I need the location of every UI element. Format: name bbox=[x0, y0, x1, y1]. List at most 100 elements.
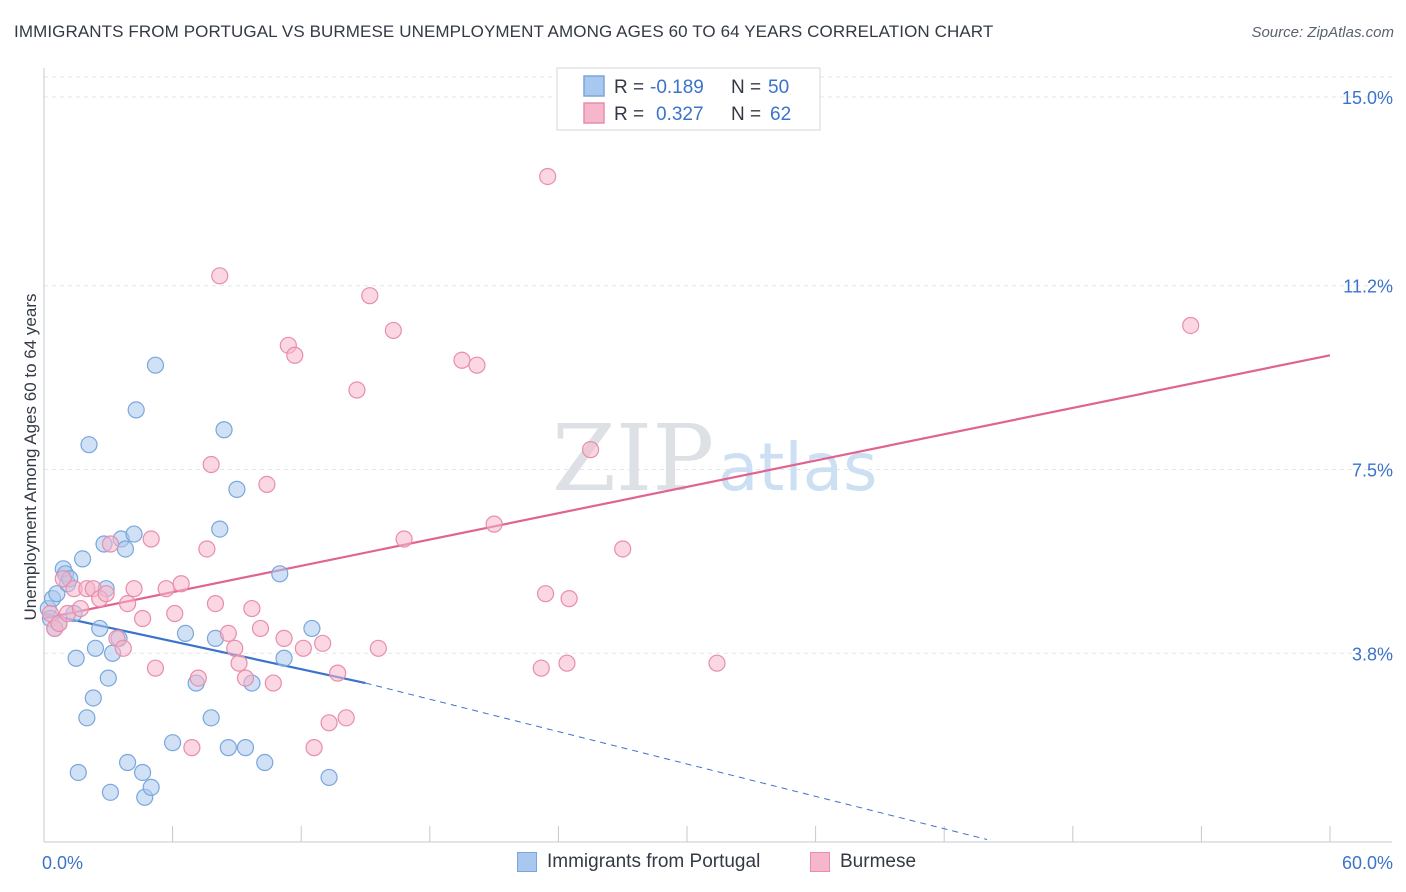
x-tick-label: 0.0% bbox=[42, 853, 83, 873]
tick-labels: 3.8% 7.5% 11.2% 15.0% 0.0% 60.0% bbox=[42, 88, 1393, 873]
stats-legend-swatch-blue bbox=[583, 75, 605, 97]
point-burmese bbox=[581, 441, 600, 459]
point-burmese bbox=[395, 530, 413, 548]
point-portugal bbox=[256, 753, 274, 772]
y-axis-label: Unemployment Among Ages 60 to 64 years bbox=[21, 294, 40, 621]
legend-swatch-burmese bbox=[810, 852, 830, 872]
point-portugal bbox=[73, 550, 92, 568]
stats-legend: R = -0.189 N = 50 R = 0.327 N = 62 bbox=[556, 67, 821, 131]
point-burmese bbox=[485, 515, 503, 533]
y-tick-label: 3.8% bbox=[1352, 644, 1393, 664]
point-portugal bbox=[228, 480, 246, 498]
point-burmese bbox=[536, 585, 555, 603]
point-burmese bbox=[198, 540, 216, 558]
point-burmese bbox=[539, 167, 557, 186]
point-portugal bbox=[202, 709, 220, 727]
point-burmese bbox=[202, 455, 220, 474]
point-portugal bbox=[99, 669, 117, 687]
watermark-atlas: atlas bbox=[718, 429, 878, 506]
point-portugal bbox=[219, 739, 237, 757]
point-portugal bbox=[125, 525, 143, 543]
point-burmese bbox=[114, 639, 132, 657]
point-burmese bbox=[183, 739, 201, 757]
point-portugal bbox=[303, 619, 321, 638]
trend-line-portugal-extension bbox=[365, 682, 988, 841]
watermark: ZIP atlas bbox=[552, 405, 878, 512]
point-portugal bbox=[118, 753, 137, 772]
point-burmese bbox=[708, 654, 726, 672]
point-portugal bbox=[275, 649, 293, 667]
chart-title: IMMIGRANTS FROM PORTUGAL VS BURMESE UNEM… bbox=[14, 22, 994, 41]
point-burmese bbox=[54, 570, 72, 588]
point-burmese bbox=[146, 659, 165, 677]
point-portugal bbox=[101, 783, 120, 801]
point-burmese bbox=[560, 590, 578, 608]
point-burmese bbox=[348, 381, 366, 399]
point-burmese bbox=[189, 669, 207, 687]
point-burmese bbox=[226, 639, 244, 657]
gridlines bbox=[44, 76, 1392, 654]
data-points bbox=[39, 167, 1200, 806]
point-portugal bbox=[271, 565, 289, 583]
point-burmese bbox=[118, 594, 137, 613]
point-portugal bbox=[211, 520, 229, 538]
point-burmese bbox=[468, 356, 486, 374]
point-portugal bbox=[320, 768, 338, 787]
point-portugal bbox=[78, 709, 96, 727]
y-tick-label: 15.0% bbox=[1342, 88, 1393, 108]
legend-item-portugal: Immigrants from Portugal bbox=[517, 851, 760, 873]
point-burmese bbox=[211, 267, 229, 285]
point-burmese bbox=[142, 530, 160, 548]
point-burmese bbox=[329, 664, 347, 682]
point-burmese bbox=[361, 287, 379, 305]
source-credit: Source: ZipAtlas.com bbox=[1251, 24, 1394, 41]
point-portugal bbox=[236, 739, 255, 757]
point-burmese bbox=[236, 669, 255, 687]
stats-n-label-pink: N = bbox=[731, 104, 761, 125]
point-burmese bbox=[251, 619, 270, 638]
stats-n-value-pink: 62 bbox=[770, 104, 791, 125]
stats-legend-swatch-pink bbox=[583, 102, 605, 124]
trend-line-burmese bbox=[43, 354, 1331, 620]
point-burmese bbox=[219, 624, 237, 643]
point-portugal bbox=[84, 689, 102, 707]
stats-n-label-blue: N = bbox=[731, 77, 761, 98]
legend-swatch-portugal bbox=[517, 852, 537, 872]
point-burmese bbox=[97, 585, 115, 603]
point-portugal bbox=[69, 763, 87, 782]
point-portugal bbox=[164, 734, 182, 752]
point-portugal bbox=[142, 778, 160, 796]
point-burmese bbox=[166, 604, 184, 623]
point-burmese bbox=[133, 609, 152, 628]
point-burmese bbox=[71, 599, 90, 618]
point-burmese bbox=[206, 594, 225, 613]
point-burmese bbox=[264, 674, 282, 692]
point-burmese bbox=[384, 321, 402, 340]
point-burmese bbox=[125, 580, 143, 598]
y-tick-label: 7.5% bbox=[1352, 461, 1393, 481]
point-portugal bbox=[67, 649, 85, 667]
stats-r-label-pink: R = bbox=[614, 104, 644, 125]
point-burmese bbox=[320, 714, 338, 732]
point-portugal bbox=[91, 619, 109, 638]
stats-n-value-blue: 50 bbox=[768, 77, 789, 98]
point-portugal bbox=[146, 356, 165, 374]
point-burmese bbox=[157, 580, 175, 598]
point-burmese bbox=[369, 639, 387, 657]
stats-r-value-blue: -0.189 bbox=[650, 77, 704, 98]
point-burmese bbox=[1182, 316, 1200, 335]
point-portugal bbox=[127, 401, 145, 419]
point-burmese bbox=[275, 629, 293, 647]
point-burmese bbox=[258, 475, 276, 493]
point-burmese bbox=[337, 709, 355, 727]
x-tick-label: 60.0% bbox=[1342, 853, 1393, 873]
point-burmese bbox=[453, 351, 471, 369]
point-portugal bbox=[86, 639, 105, 657]
point-portugal bbox=[176, 624, 195, 643]
point-burmese bbox=[230, 654, 248, 672]
point-burmese bbox=[172, 575, 190, 593]
legend-item-burmese: Burmese bbox=[810, 851, 916, 873]
point-portugal bbox=[215, 421, 233, 439]
point-burmese bbox=[101, 535, 120, 553]
